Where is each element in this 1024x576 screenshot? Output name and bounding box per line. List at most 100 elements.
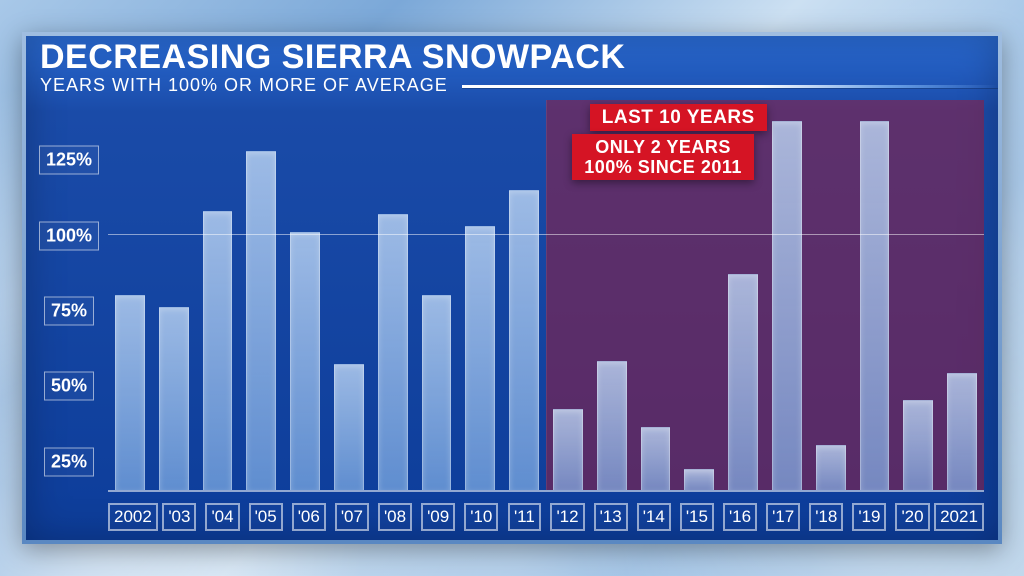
x-tick: '08	[373, 498, 416, 536]
bar	[246, 151, 276, 490]
bar	[553, 409, 583, 490]
bar	[860, 121, 890, 490]
x-tick-label: '17	[766, 503, 800, 531]
x-tick: '13	[589, 498, 632, 536]
y-tick-label: 100%	[39, 221, 99, 250]
x-tick: 2002	[108, 498, 158, 536]
callout-line2: 100% SINCE 2011	[584, 157, 742, 177]
chart-subtitle: YEARS WITH 100% OR MORE OF AVERAGE	[26, 75, 462, 98]
x-tick-label: '16	[723, 503, 757, 531]
x-tick: '11	[503, 498, 546, 536]
x-tick-label: '11	[508, 503, 541, 531]
bar-slot	[283, 100, 327, 490]
x-tick: '14	[632, 498, 675, 536]
bar	[159, 307, 189, 490]
bar	[509, 190, 539, 490]
x-axis: 2002'03 '04 '05 '06 '07 '08 '09 '10 '11 '12 '13 '14…	[108, 498, 984, 536]
bar-slot	[415, 100, 459, 490]
y-tick: 50%	[40, 372, 98, 401]
x-tick-label: '13	[594, 503, 628, 531]
x-tick: '03	[158, 498, 201, 536]
x-tick-label: '09	[421, 503, 455, 531]
bar-slot	[458, 100, 502, 490]
chart-panel: DECREASING SIERRA SNOWPACK YEARS WITH 10…	[22, 32, 1002, 544]
bar-slot	[108, 100, 152, 490]
bar-slot	[327, 100, 371, 490]
x-tick-label: '05	[249, 503, 283, 531]
x-tick-label: '20	[895, 503, 929, 531]
x-tick: 2021	[934, 498, 984, 536]
chart-area: 25% 50% 75% 100% 125% LAST 10 YEARS ONLY 2 Y…	[26, 100, 998, 540]
y-tick: 75%	[40, 297, 98, 326]
x-tick-label: '19	[852, 503, 886, 531]
y-tick: 25%	[40, 447, 98, 476]
bar-slot	[152, 100, 196, 490]
reference-line-100	[108, 234, 984, 235]
bar-slot	[765, 100, 809, 490]
x-tick: '12	[546, 498, 589, 536]
bar	[290, 232, 320, 490]
y-tick-label: 75%	[44, 297, 94, 326]
bar	[378, 214, 408, 490]
bar	[728, 274, 758, 490]
title-bar: DECREASING SIERRA SNOWPACK	[26, 36, 998, 77]
callout-last-10-years: LAST 10 YEARS	[590, 104, 767, 131]
chart-title: DECREASING SIERRA SNOWPACK	[40, 38, 984, 77]
subtitle-row: YEARS WITH 100% OR MORE OF AVERAGE	[26, 75, 998, 98]
y-tick: 125%	[40, 146, 98, 175]
bar-slot	[371, 100, 415, 490]
x-tick-label: '14	[637, 503, 671, 531]
x-tick: '05	[244, 498, 287, 536]
x-tick: '07	[330, 498, 373, 536]
subtitle-rule	[462, 85, 998, 88]
x-tick: '10	[460, 498, 503, 536]
x-tick: '20	[891, 498, 934, 536]
callout-only-2-years: ONLY 2 YEARS 100% SINCE 2011	[572, 134, 754, 180]
bar	[641, 427, 671, 490]
y-tick-label: 125%	[39, 146, 99, 175]
bar	[203, 211, 233, 490]
y-axis: 25% 50% 75% 100% 125%	[40, 100, 98, 492]
x-tick-label: '10	[464, 503, 498, 531]
x-tick: '06	[287, 498, 330, 536]
bar	[597, 361, 627, 490]
bar-slot	[940, 100, 984, 490]
y-tick: 100%	[40, 221, 98, 250]
x-tick-label: '15	[680, 503, 714, 531]
bar	[115, 295, 145, 490]
x-tick: '16	[718, 498, 761, 536]
x-tick-label: '12	[550, 503, 584, 531]
bar-slot	[809, 100, 853, 490]
bar	[422, 295, 452, 490]
bar-slot	[896, 100, 940, 490]
x-tick: '04	[201, 498, 244, 536]
plot-region: LAST 10 YEARS ONLY 2 YEARS 100% SINCE 20…	[108, 100, 984, 492]
callout-line1: ONLY 2 YEARS	[595, 137, 731, 157]
x-tick: '18	[805, 498, 848, 536]
bar-slot	[502, 100, 546, 490]
x-tick-label: '07	[335, 503, 369, 531]
y-tick-label: 25%	[44, 447, 94, 476]
callout-text: LAST 10 YEARS	[602, 107, 755, 128]
x-tick-label: 2002	[108, 503, 158, 531]
bar-slot	[239, 100, 283, 490]
x-tick: '09	[417, 498, 460, 536]
bar	[465, 226, 495, 490]
x-tick-label: '18	[809, 503, 843, 531]
y-tick-label: 50%	[44, 372, 94, 401]
bar-slot	[196, 100, 240, 490]
x-tick-label: 2021	[934, 503, 984, 531]
x-tick: '17	[762, 498, 805, 536]
x-tick: '15	[675, 498, 718, 536]
bar	[334, 364, 364, 490]
bar	[772, 121, 802, 490]
x-tick-label: '04	[205, 503, 239, 531]
x-tick-label: '06	[292, 503, 326, 531]
x-tick-label: '03	[162, 503, 196, 531]
bar	[947, 373, 977, 490]
bar	[903, 400, 933, 490]
bar	[816, 445, 846, 490]
x-tick: '19	[848, 498, 891, 536]
x-tick-label: '08	[378, 503, 412, 531]
bar-slot	[853, 100, 897, 490]
